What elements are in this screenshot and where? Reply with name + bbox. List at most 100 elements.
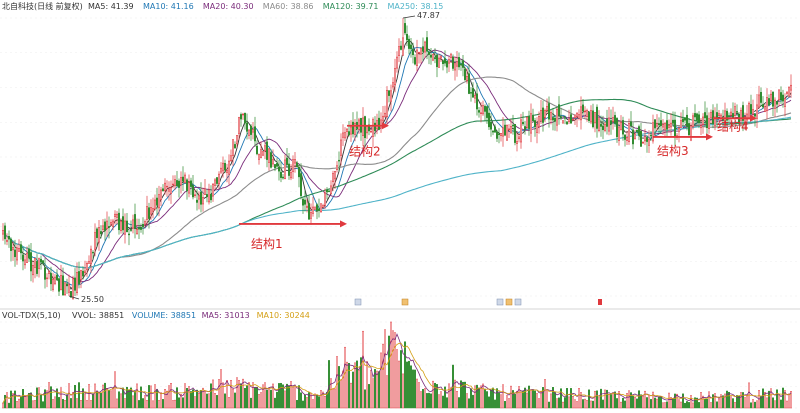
volume-bar <box>644 390 646 409</box>
volume-bar <box>354 362 356 409</box>
volume-bar <box>284 390 286 409</box>
candle <box>646 135 648 153</box>
volume-bar <box>196 389 198 409</box>
volume-bar <box>472 394 474 409</box>
event-badge-icon[interactable] <box>598 299 602 305</box>
volume-bar <box>516 390 518 409</box>
volume-bar <box>122 387 124 409</box>
candle <box>282 174 284 180</box>
volume-bars <box>2 321 792 409</box>
candle <box>144 219 146 228</box>
volume-bar <box>632 395 634 409</box>
volume-bar <box>732 398 734 409</box>
arrow-head <box>750 114 757 122</box>
candle <box>620 115 622 131</box>
candle <box>490 113 492 137</box>
volume-bar <box>168 385 170 409</box>
candle <box>242 112 244 120</box>
candle <box>136 218 138 235</box>
candle <box>470 87 472 102</box>
volume-bar <box>602 399 604 409</box>
volume-bar <box>576 401 578 409</box>
volume-bar <box>770 388 772 409</box>
candle <box>644 128 646 146</box>
volume-bar <box>22 389 24 409</box>
volume-bar <box>606 389 608 409</box>
candle <box>746 104 748 125</box>
candle <box>670 113 672 136</box>
candle <box>430 48 432 65</box>
volume-bar <box>242 378 244 409</box>
volume-bar <box>636 398 638 409</box>
candle <box>188 174 190 198</box>
volume-bar <box>756 400 758 409</box>
volume-bar <box>520 391 522 409</box>
candle <box>466 68 468 84</box>
volume-bar <box>256 386 258 409</box>
candle <box>602 115 604 140</box>
candle <box>160 186 162 206</box>
candle <box>24 255 26 269</box>
candle <box>434 48 436 64</box>
candle <box>14 239 16 267</box>
candle <box>258 153 260 165</box>
volume-bar <box>638 390 640 409</box>
candle <box>184 172 186 184</box>
volume-bar <box>224 393 226 409</box>
volume-bar <box>94 383 96 409</box>
candle <box>392 77 394 90</box>
candle <box>118 208 120 235</box>
high-price-label: 47.87 <box>417 11 440 20</box>
volume-title: VOL-TDX(5,10) <box>2 311 61 320</box>
candle <box>110 219 112 227</box>
volume-bar <box>138 400 140 409</box>
candle <box>750 94 752 116</box>
candle <box>370 125 372 133</box>
volume-bar <box>562 401 564 409</box>
volume-bar <box>274 397 276 409</box>
ma-legend-item: MA10: 41.16 <box>143 2 194 11</box>
volume-bar <box>38 387 40 409</box>
volume-bar <box>316 394 318 409</box>
volume-bar <box>462 381 464 409</box>
candle <box>494 124 496 133</box>
event-badge-icon[interactable] <box>354 298 362 306</box>
event-badge-icon[interactable] <box>514 298 522 306</box>
event-badge-icon[interactable] <box>496 298 504 306</box>
candle <box>386 86 388 126</box>
candle <box>432 53 434 62</box>
candle <box>278 160 280 181</box>
volume-bar <box>504 401 506 409</box>
volume-bar <box>120 393 122 409</box>
volume-bar <box>534 390 536 409</box>
candlestick-series <box>2 18 792 300</box>
candle <box>88 255 90 264</box>
volume-bar <box>778 394 780 409</box>
candle <box>442 59 444 71</box>
volume-bar <box>302 400 304 409</box>
volume-bar <box>8 402 10 409</box>
volume-bar <box>132 395 134 409</box>
candle <box>292 155 294 179</box>
volume-bar <box>580 392 582 409</box>
candle <box>416 39 418 72</box>
event-badge-icon[interactable] <box>401 298 409 306</box>
candle <box>436 54 438 78</box>
volume-bar <box>674 393 676 409</box>
ma250-line <box>2 116 792 269</box>
volume-bar <box>712 394 714 409</box>
volume-bar <box>218 379 220 409</box>
volume-bar <box>282 384 284 409</box>
volume-bar <box>90 400 92 409</box>
volume-bar <box>276 391 278 409</box>
volume-bar <box>656 398 658 409</box>
event-badge-icon[interactable] <box>505 298 513 306</box>
candle <box>718 109 720 116</box>
volume-bar <box>700 392 702 409</box>
candle <box>456 50 458 77</box>
volume-bar <box>174 399 176 409</box>
candle <box>46 273 48 288</box>
candle <box>94 223 96 257</box>
candle <box>166 180 168 197</box>
